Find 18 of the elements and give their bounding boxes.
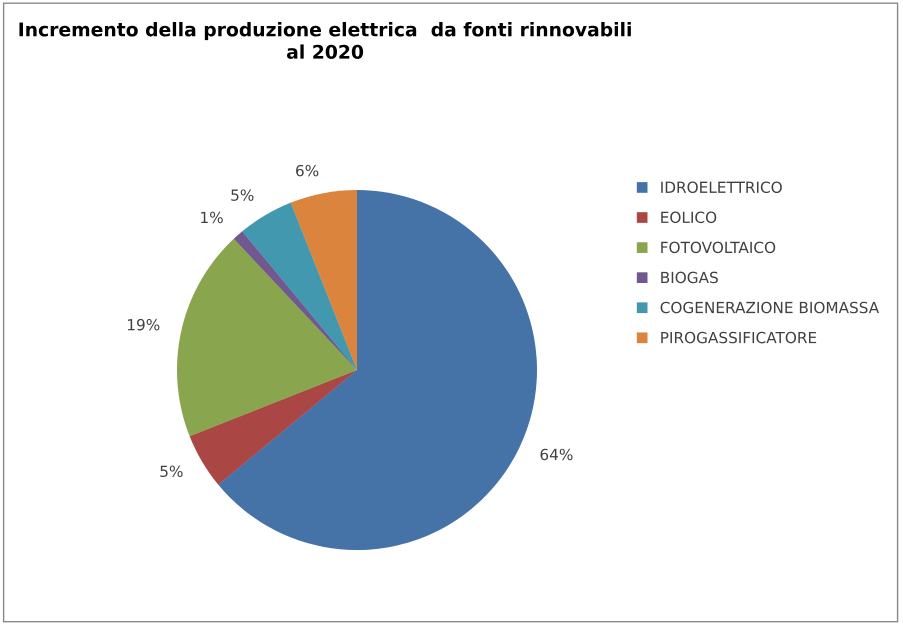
pie-slice — [177, 238, 357, 436]
legend-label: COGENERAZIONE BIOMASSA — [660, 302, 880, 314]
pie-slice — [290, 190, 357, 370]
pie-slice — [234, 231, 357, 370]
legend-label: BIOGAS — [661, 272, 718, 284]
legend-label: FOTOVOLTAICO — [661, 242, 776, 254]
data-label: 5% — [160, 466, 183, 478]
pie-slice — [190, 370, 357, 485]
pie-slice — [242, 202, 357, 370]
legend-label: IDROELETTRICO — [661, 181, 782, 194]
data-label: 6% — [296, 164, 318, 176]
data-label: 19% — [128, 318, 160, 330]
chart-title: Incremento della produzione elettrica da fonti rinnovabili al 2020 — [19, 22, 631, 59]
data-label: 5% — [231, 189, 254, 201]
legend-label: PIROGASSIFICATORE — [661, 332, 816, 344]
data-label: 64% — [540, 448, 573, 460]
legend-label: EOLICO — [661, 212, 716, 224]
data-label: 1% — [201, 212, 223, 224]
